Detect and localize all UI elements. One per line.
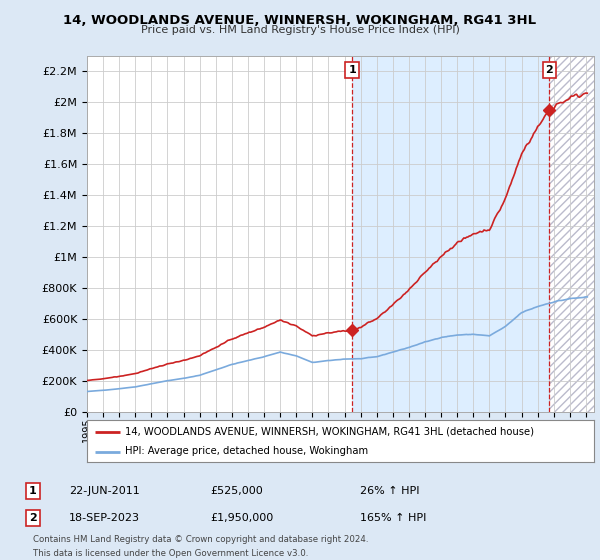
Text: £1,950,000: £1,950,000 — [210, 513, 273, 523]
Text: 2: 2 — [29, 513, 37, 523]
Text: Price paid vs. HM Land Registry's House Price Index (HPI): Price paid vs. HM Land Registry's House … — [140, 25, 460, 35]
Text: This data is licensed under the Open Government Licence v3.0.: This data is licensed under the Open Gov… — [33, 549, 308, 558]
Text: 18-SEP-2023: 18-SEP-2023 — [69, 513, 140, 523]
Text: 14, WOODLANDS AVENUE, WINNERSH, WOKINGHAM, RG41 3HL (detached house): 14, WOODLANDS AVENUE, WINNERSH, WOKINGHA… — [125, 427, 534, 437]
Text: £525,000: £525,000 — [210, 486, 263, 496]
Text: 2: 2 — [545, 65, 553, 75]
Text: HPI: Average price, detached house, Wokingham: HPI: Average price, detached house, Woki… — [125, 446, 368, 456]
Text: 14, WOODLANDS AVENUE, WINNERSH, WOKINGHAM, RG41 3HL: 14, WOODLANDS AVENUE, WINNERSH, WOKINGHA… — [64, 14, 536, 27]
Text: 22-JUN-2011: 22-JUN-2011 — [69, 486, 140, 496]
Text: Contains HM Land Registry data © Crown copyright and database right 2024.: Contains HM Land Registry data © Crown c… — [33, 535, 368, 544]
Text: 1: 1 — [348, 65, 356, 75]
Text: 1: 1 — [29, 486, 37, 496]
Text: 26% ↑ HPI: 26% ↑ HPI — [360, 486, 419, 496]
Bar — [549, 56, 594, 412]
Text: 165% ↑ HPI: 165% ↑ HPI — [360, 513, 427, 523]
Bar — [352, 56, 549, 412]
